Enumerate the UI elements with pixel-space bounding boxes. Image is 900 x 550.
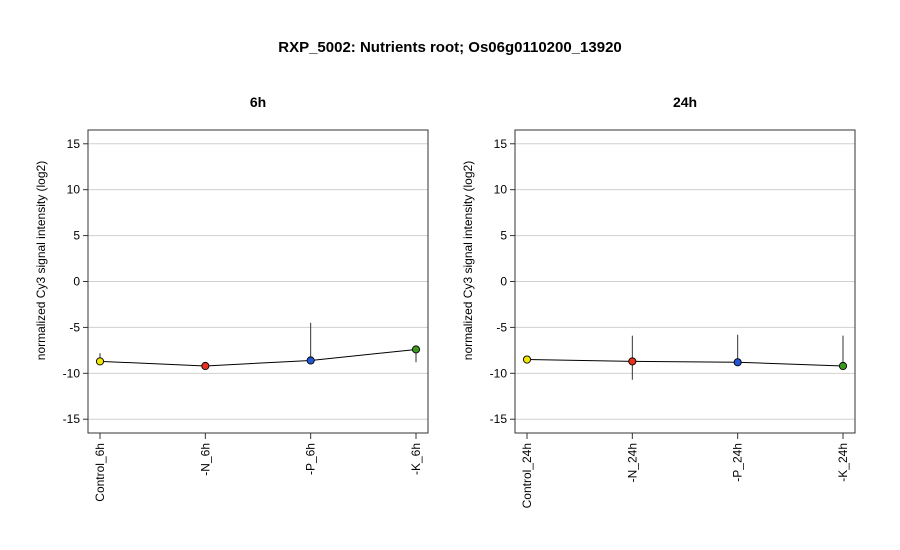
x-tick-label: -P_24h (731, 443, 745, 482)
data-point (733, 358, 742, 367)
y-tick-label: 0 (73, 275, 80, 289)
data-point (95, 357, 105, 366)
y-tick-label: 15 (494, 137, 508, 151)
page-title: RXP_5002: Nutrients root; Os06g0110200_1… (278, 39, 622, 56)
y-tick-label: -5 (69, 320, 80, 334)
series-line (526, 359, 844, 367)
data-point (201, 361, 210, 371)
y-tick-label: 5 (73, 229, 80, 243)
data-point (838, 361, 848, 371)
x-tick-label: -P_6h (304, 443, 318, 475)
x-tick-label: Control_6h (93, 443, 107, 502)
y-tick-label: 10 (494, 183, 508, 197)
x-tick-label: -N_24h (625, 443, 639, 482)
y-tick-label: -10 (490, 366, 508, 380)
data-point (411, 345, 421, 354)
x-tick-label: -K_6h (409, 443, 423, 475)
data-point (306, 356, 315, 365)
y-tick-label: 0 (500, 275, 507, 289)
x-tick-label: -K_24h (836, 443, 850, 482)
y-tick-label: -5 (496, 320, 507, 334)
y-tick-label: 15 (67, 137, 81, 151)
x-tick-label: -N_6h (198, 443, 212, 476)
y-tick-label: -15 (63, 412, 81, 426)
y-axis-label: normalized Cy3 signal intensity (log2) (461, 161, 475, 360)
y-tick-label: 5 (500, 229, 507, 243)
y-axis-label: normalized Cy3 signal intensity (log2) (34, 161, 48, 360)
y-tick-label: -10 (63, 366, 81, 380)
data-point (522, 355, 532, 364)
data-point (628, 357, 637, 366)
y-tick-label: -15 (490, 412, 508, 426)
series-line (99, 348, 417, 367)
panel-title-6h: 6h (249, 94, 267, 110)
x-tick-label: Control_24h (520, 443, 534, 508)
y-tick-label: 10 (67, 183, 81, 197)
panel-title-24h: 24h (672, 94, 698, 110)
